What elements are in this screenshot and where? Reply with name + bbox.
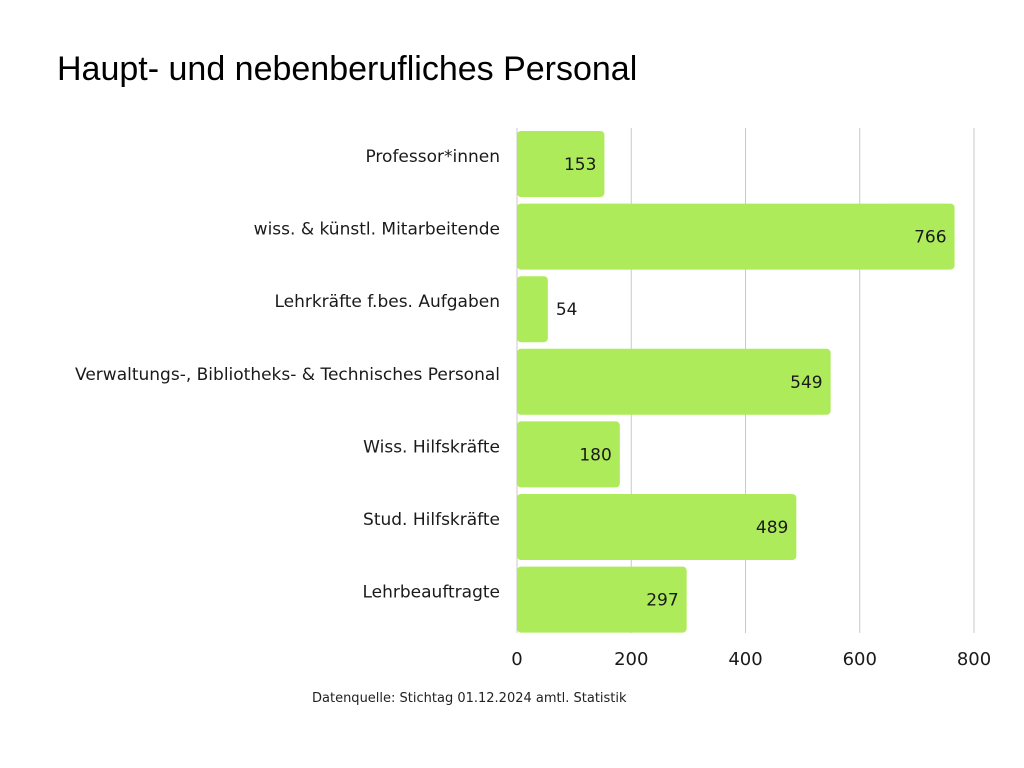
data-label: 153	[564, 155, 596, 175]
x-tick-label: 400	[728, 649, 762, 670]
bar	[517, 566, 687, 633]
bar	[517, 494, 797, 560]
bar	[517, 276, 548, 343]
bar	[517, 421, 620, 488]
data-label: 766	[914, 228, 946, 248]
category-label: Lehrkräfte f.bes. Aufgaben	[274, 292, 500, 312]
chart-title: Haupt- und nebenberufliches Personal	[57, 50, 638, 88]
bar	[517, 203, 955, 270]
data-label: 180	[579, 445, 611, 465]
category-label: Lehrbeauftragte	[362, 583, 500, 603]
bar	[517, 348, 831, 415]
data-label: 489	[756, 518, 788, 538]
category-label: Stud. Hilfskräfte	[363, 510, 500, 530]
category-label: wiss. & künstl. Mitarbeitende	[254, 220, 500, 240]
bar	[517, 131, 605, 197]
data-label: 297	[646, 591, 678, 611]
data-label: 549	[790, 373, 822, 393]
data-label: 54	[556, 300, 578, 320]
category-label: Professor*innen	[365, 147, 500, 167]
data-source-note: Datenquelle: Stichtag 01.12.2024 amtl. S…	[312, 691, 627, 706]
category-label: Wiss. Hilfskräfte	[363, 437, 500, 457]
category-label: Verwaltungs-, Bibliotheks- & Technisches…	[75, 365, 500, 385]
x-tick-label: 0	[511, 649, 522, 670]
x-tick-label: 800	[957, 649, 991, 670]
x-tick-label: 600	[843, 649, 877, 670]
x-tick-label: 200	[614, 649, 648, 670]
